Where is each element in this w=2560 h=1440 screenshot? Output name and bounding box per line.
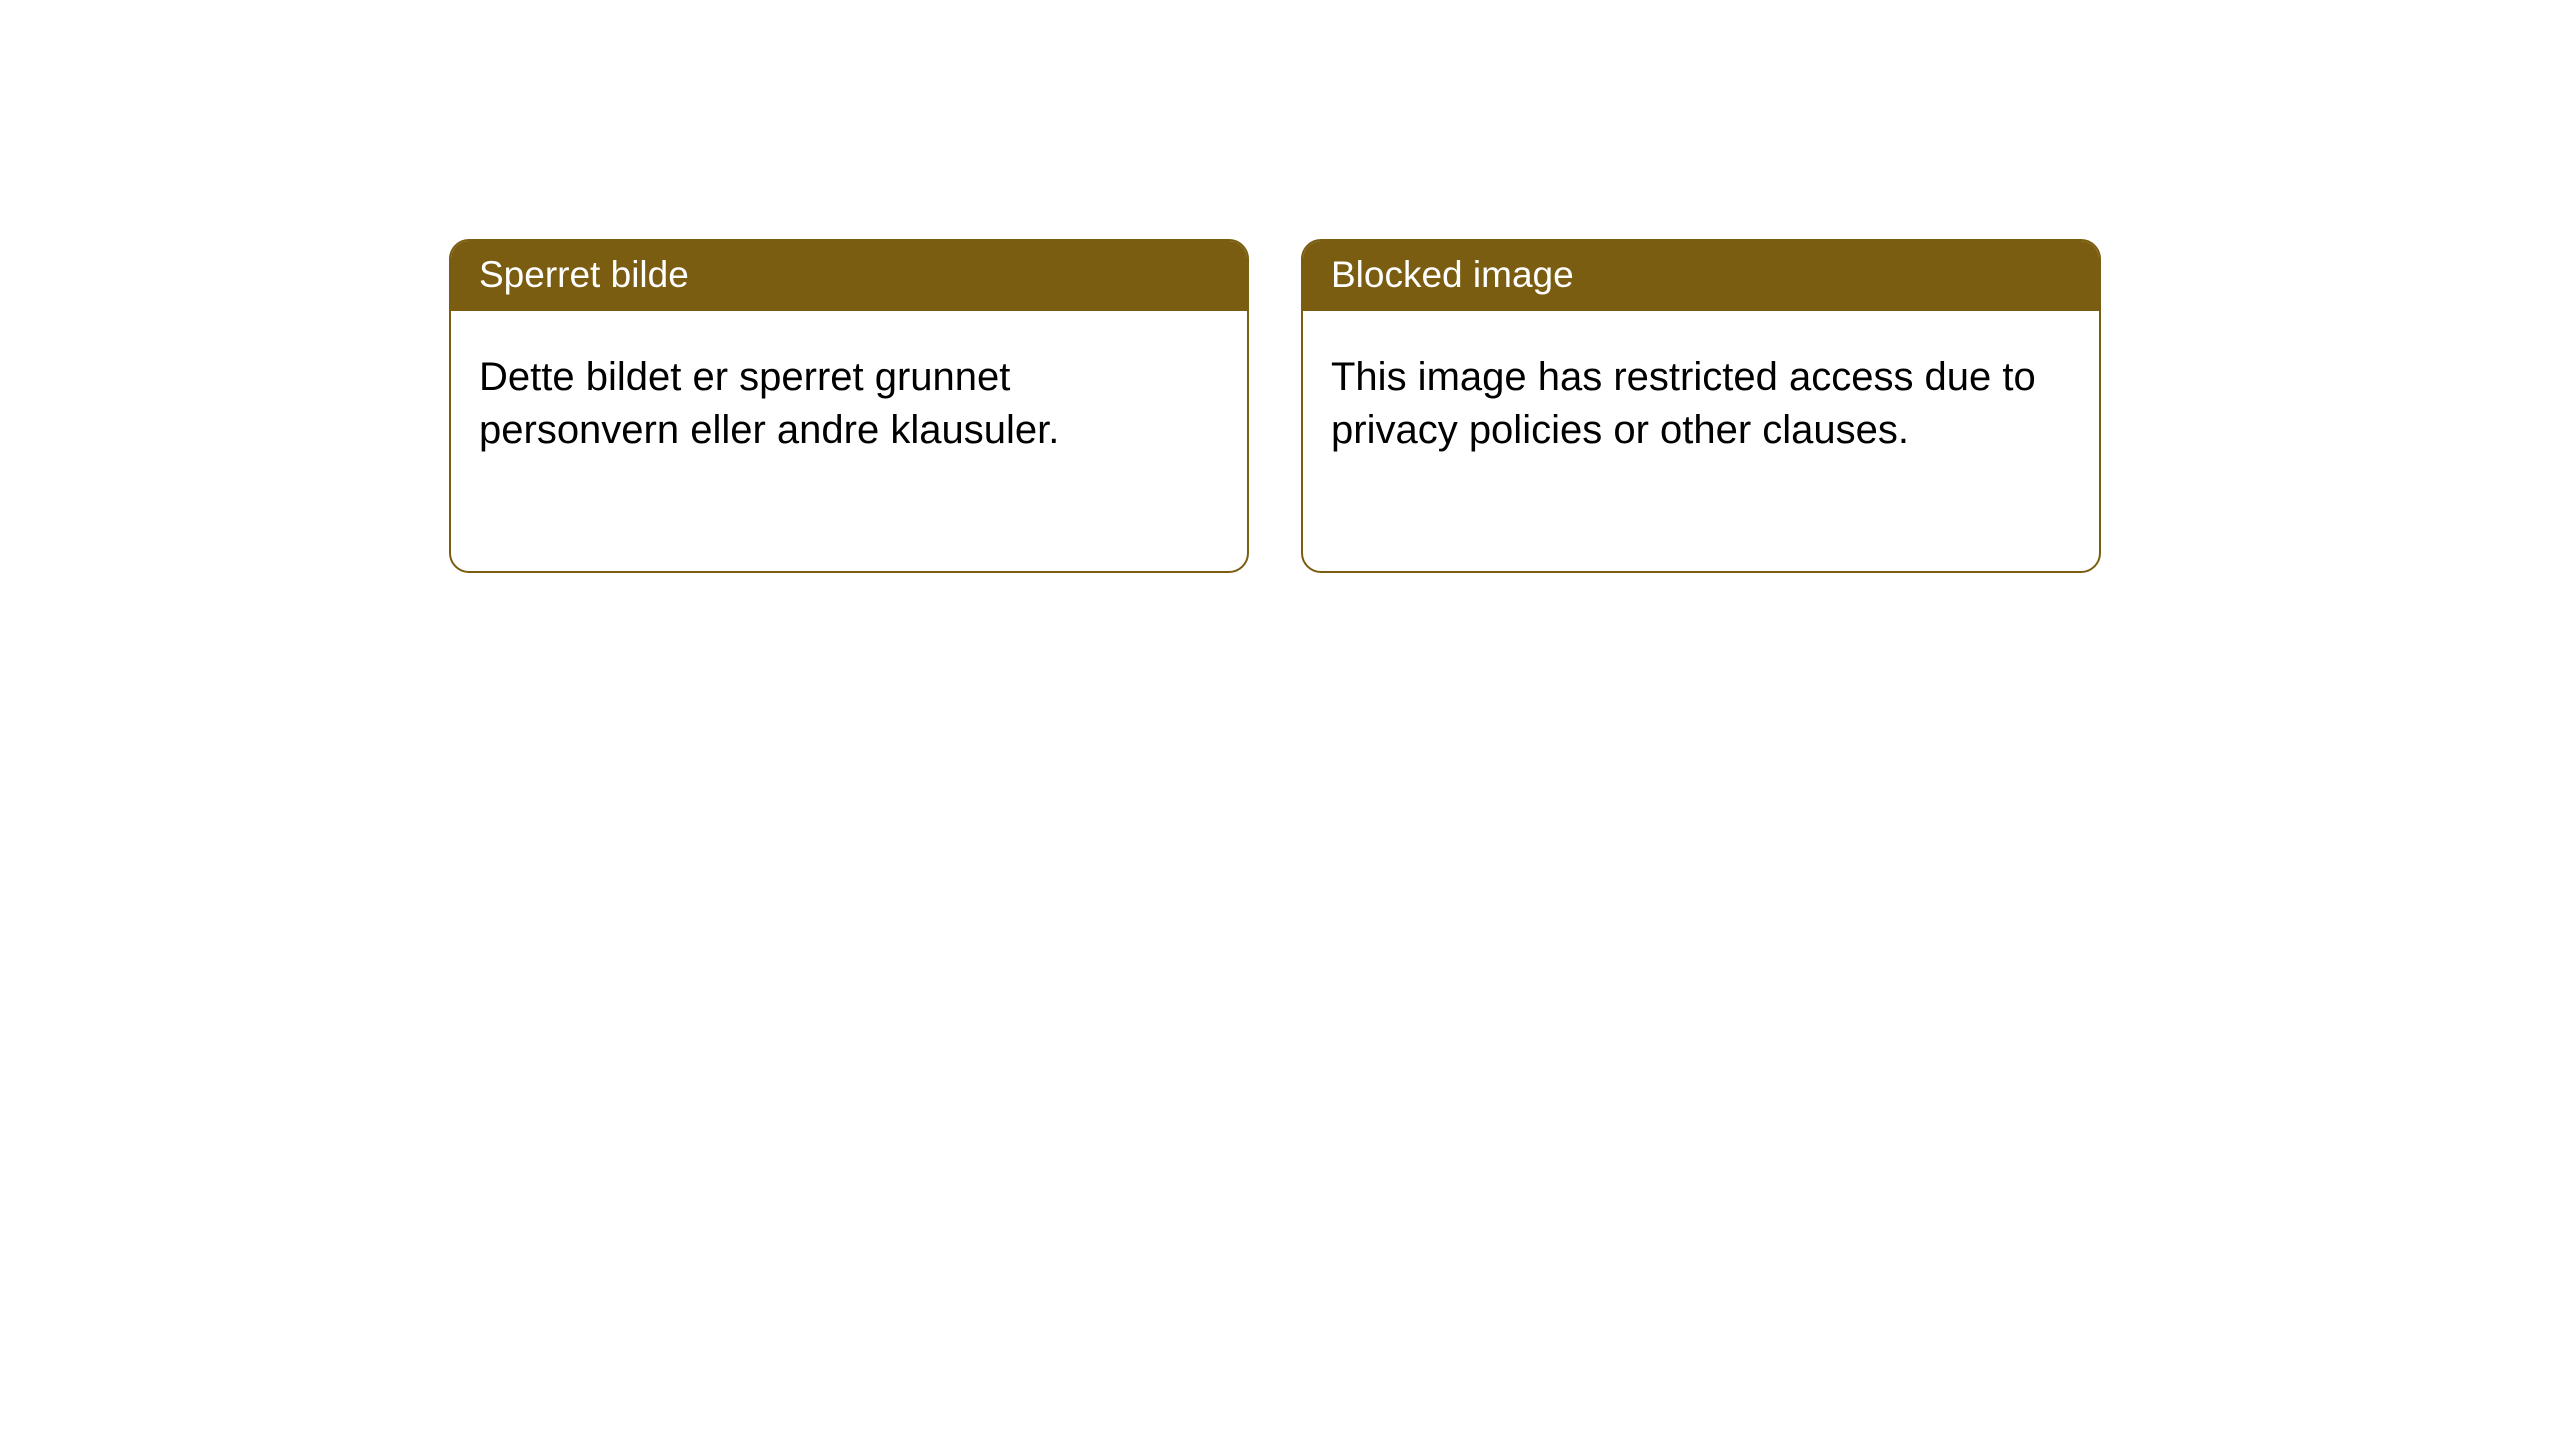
notice-container: Sperret bilde Dette bildet er sperret gr… bbox=[0, 0, 2560, 573]
card-title-no: Sperret bilde bbox=[451, 241, 1247, 311]
blocked-image-card-no: Sperret bilde Dette bildet er sperret gr… bbox=[449, 239, 1249, 573]
card-title-en: Blocked image bbox=[1303, 241, 2099, 311]
card-body-en: This image has restricted access due to … bbox=[1303, 311, 2099, 485]
blocked-image-card-en: Blocked image This image has restricted … bbox=[1301, 239, 2101, 573]
card-body-no: Dette bildet er sperret grunnet personve… bbox=[451, 311, 1247, 485]
